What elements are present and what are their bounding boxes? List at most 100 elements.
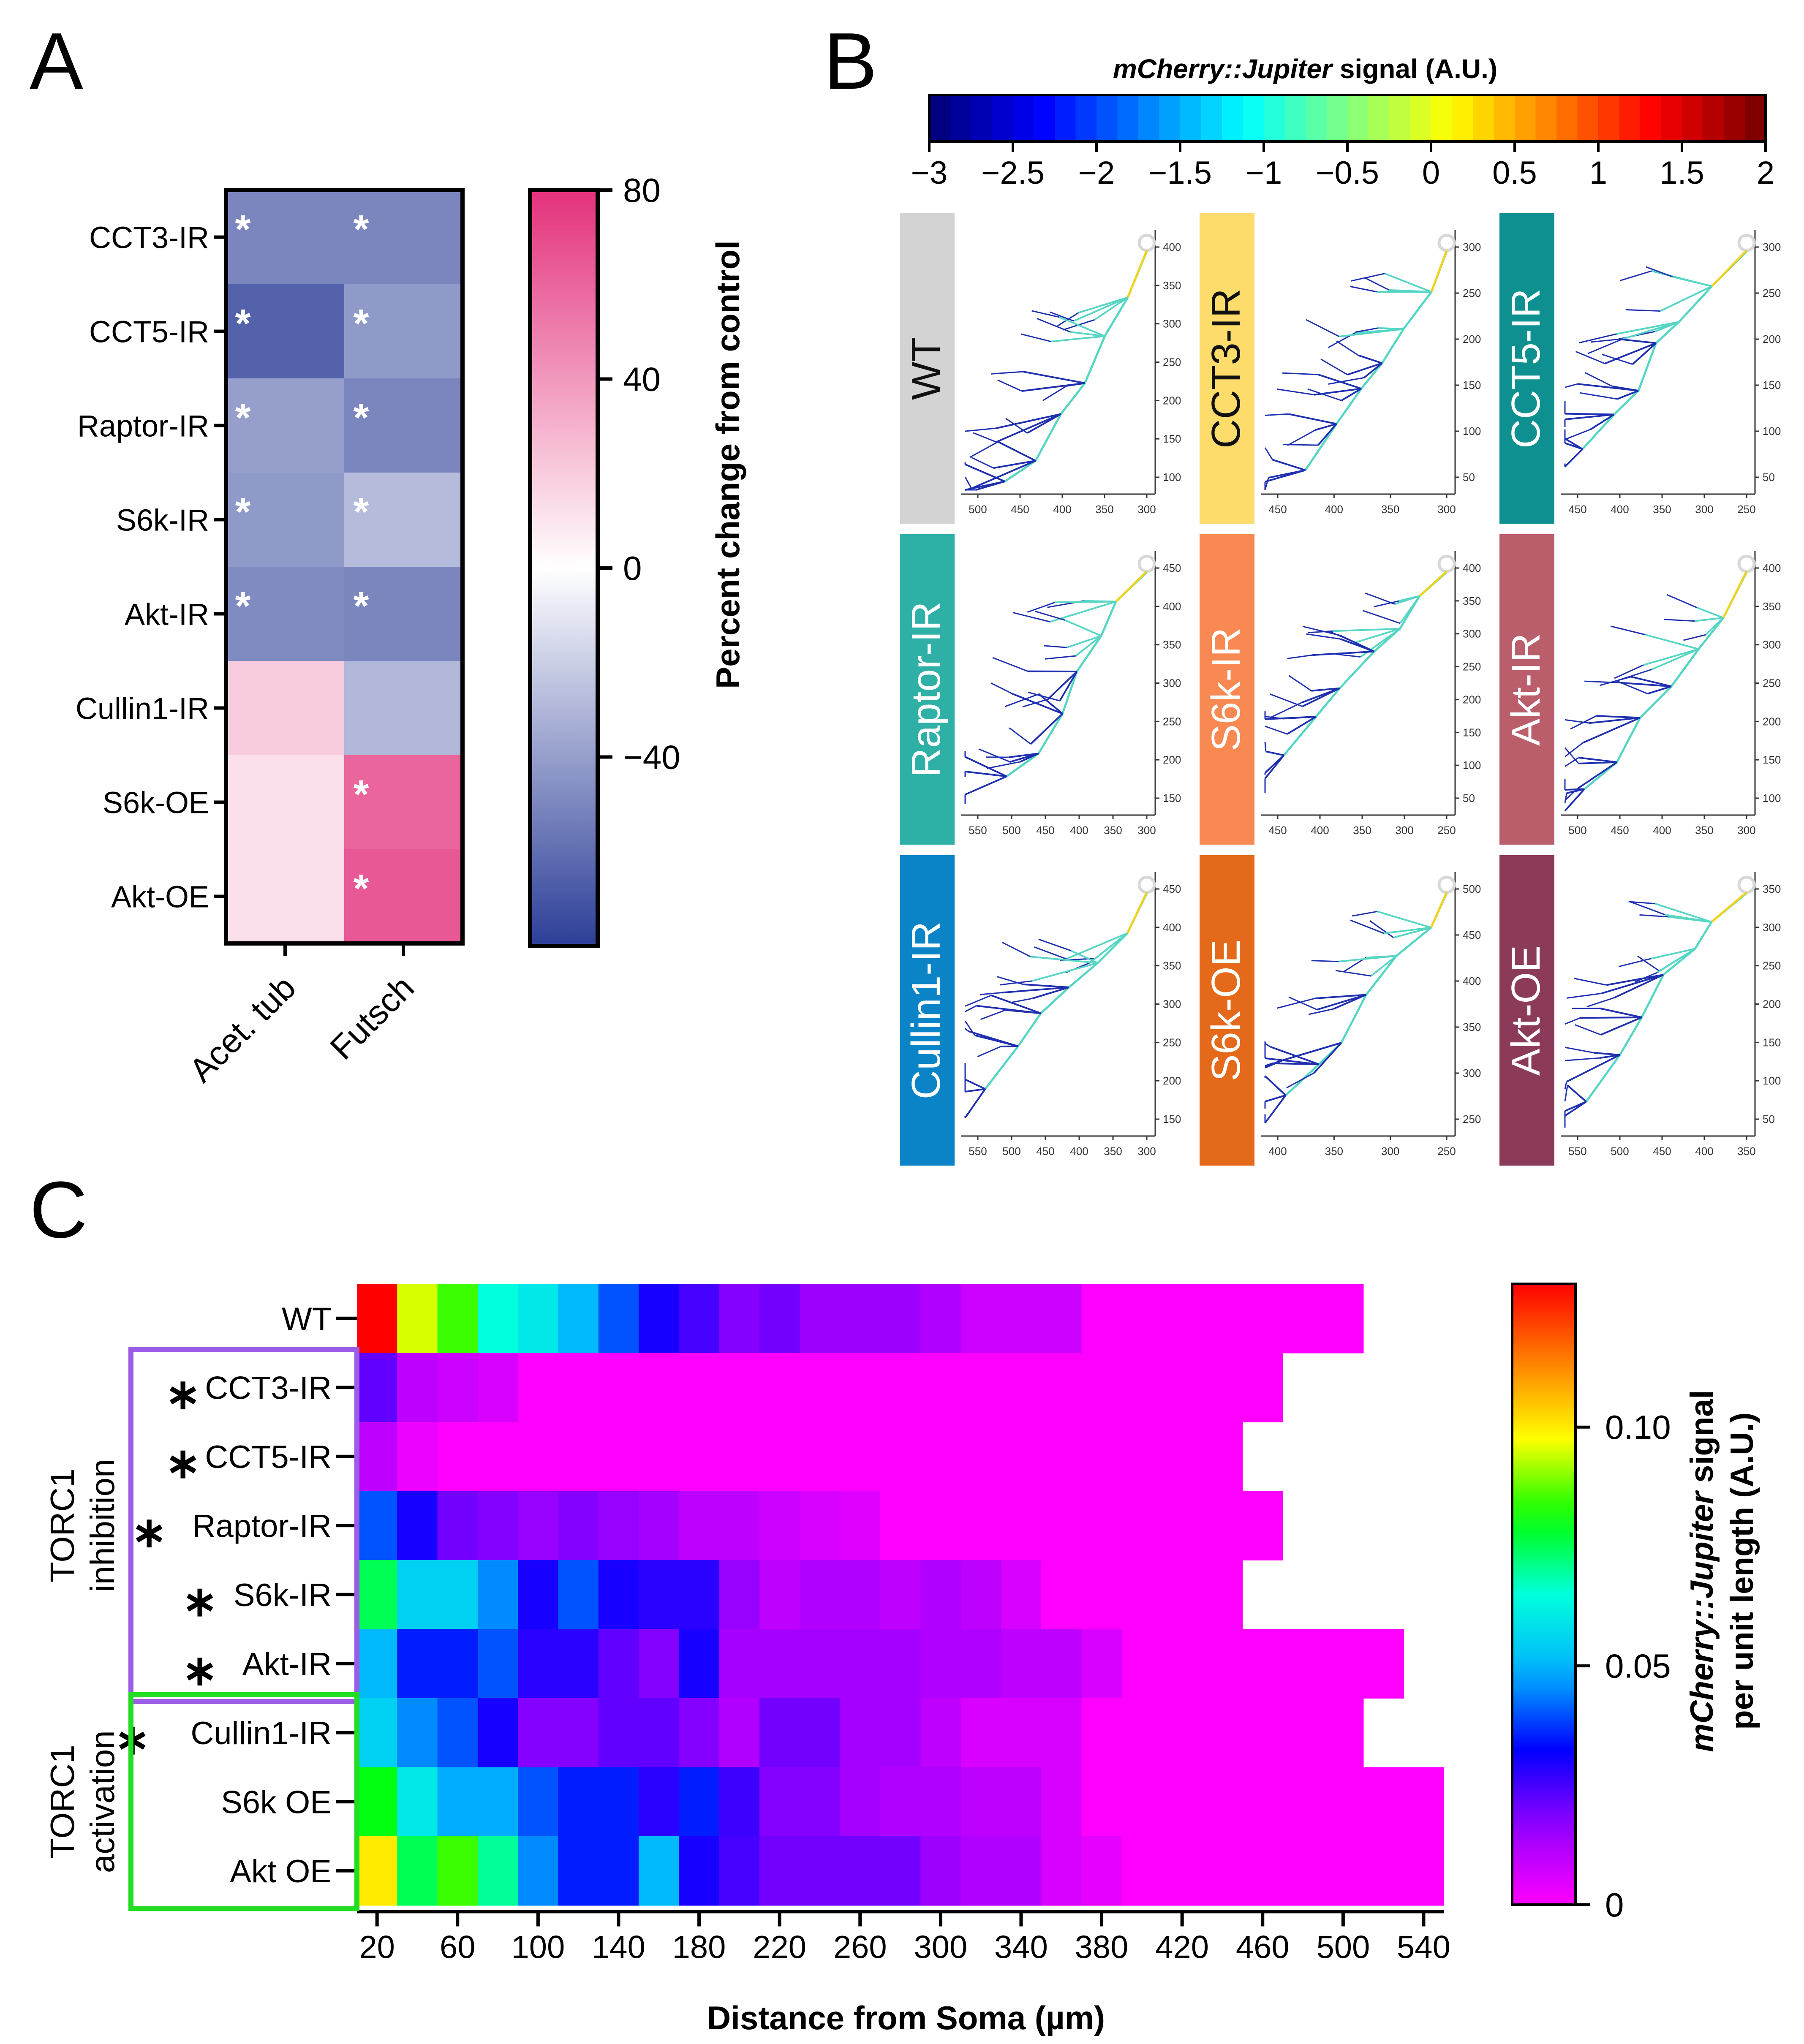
panel-c-heatmap: WTCCT3-IR∗CCT5-IR∗Raptor-IR∗S6k-IR∗Akt-I… (44, 1283, 1760, 2036)
heatmap-cell (880, 1560, 921, 1630)
dendrite-branch (993, 460, 1036, 469)
tile-x-tick-label: 350 (1353, 824, 1371, 837)
heatmap-cell (226, 849, 345, 944)
dendrite-twig (1664, 619, 1695, 622)
row-label: WT (282, 1301, 332, 1337)
tile-y-tick-label: 250 (1763, 287, 1781, 299)
panel-b-title-italic: mCherry::Jupiter (1113, 54, 1333, 84)
row-label: CCT3-IR (89, 221, 209, 255)
tile-y-tick-label: 400 (1463, 975, 1481, 987)
colorbar-tick-label: −1 (1246, 155, 1282, 191)
dendrite-branch (1030, 956, 1098, 964)
heatmap-cell (1081, 1491, 1122, 1560)
tile-y-tick-label: 200 (1163, 1074, 1181, 1087)
tile-y-tick-label: 250 (1463, 287, 1481, 299)
tile-y-tick-label: 250 (1763, 959, 1781, 972)
tile-y-tick-label: 150 (1163, 792, 1181, 805)
colorbar-segment (1744, 95, 1766, 141)
row-label: S6k-OE (103, 786, 209, 820)
dendrite-twig (1565, 757, 1579, 767)
colorbar-tick-label: 0.5 (1492, 155, 1537, 191)
tile-y-tick-label: 400 (1463, 562, 1481, 574)
heatmap-cell (558, 1698, 599, 1768)
heatmap-cell (1041, 1698, 1082, 1768)
heatmap-cell (437, 1353, 478, 1422)
significance-star: * (354, 584, 369, 628)
tile-x-tick-label: 400 (1695, 1145, 1713, 1158)
group-label-line1: TORC1 (44, 1468, 81, 1582)
tile-x-tick-label: 450 (1268, 503, 1287, 516)
heatmap-cell (1081, 1353, 1122, 1422)
dendrite-branch (1599, 1054, 1620, 1059)
dendrite-twig (999, 980, 1032, 986)
dendrite-branch (1020, 753, 1039, 763)
dendrite-twig (1587, 338, 1623, 354)
heatmap-cell (840, 1491, 881, 1560)
heatmap-cell (800, 1629, 841, 1699)
dendrite-twig (971, 457, 994, 469)
colorbar-segment (1682, 95, 1703, 141)
heatmap-cell (518, 1836, 559, 1906)
dendrite-branch (1265, 1094, 1286, 1103)
heatmap-cell (477, 1698, 519, 1768)
heatmap-cell (1041, 1422, 1082, 1492)
heatmap-cell (477, 1491, 519, 1560)
heatmap-cell (477, 1353, 519, 1422)
panel-b-colorbar: −3 −2.5 −2 −1.5 −1 −0.5 0 0.5 1 1.5 2 (911, 94, 1774, 191)
tile-x-tick-label: 450 (1568, 503, 1586, 516)
colorbar-tick-label: −2.5 (981, 155, 1045, 191)
soma-marker (1137, 875, 1156, 894)
dendrite-branch (1009, 753, 1039, 758)
dendrite-twig (991, 371, 1023, 375)
dendrite-twig (1045, 655, 1076, 660)
dendrite-twig (1599, 676, 1632, 686)
heatmap-cell (344, 567, 463, 661)
dendrite-branch (1073, 296, 1128, 322)
tile-y-tick-label: 300 (1763, 241, 1781, 253)
dendrite-twig (973, 432, 997, 443)
colorbar-tick-label: −2 (1078, 155, 1115, 191)
tile-x-tick-label: 500 (1611, 1145, 1629, 1158)
heatmap-cell (226, 284, 345, 379)
tile-y-tick-label: 150 (1163, 432, 1181, 445)
dendrite-branch (1070, 950, 1098, 964)
heatmap-cell (961, 1422, 1001, 1492)
heatmap-cell (344, 755, 463, 850)
dendrite-twig (1009, 727, 1031, 745)
heatmap-cell (397, 1284, 438, 1354)
tile-y-tick-label: 350 (1163, 279, 1181, 292)
dendrite-branch (1604, 342, 1657, 364)
heatmap-cell (1282, 1767, 1324, 1837)
dendrite-branch (1339, 328, 1404, 337)
heatmap-cell (880, 1629, 921, 1699)
heatmap-cell (1041, 1560, 1082, 1630)
heatmap-cell (920, 1629, 961, 1699)
tile-y-tick-label: 250 (1463, 660, 1481, 673)
dendrite-branch (1312, 650, 1374, 656)
significance-star: * (354, 489, 369, 534)
colorbar-segment (1243, 95, 1264, 141)
dendrite-branch (1315, 423, 1337, 431)
heatmap-cell (920, 1560, 961, 1630)
dendrite-branch (1005, 1009, 1041, 1014)
tile-y-tick-label: 450 (1163, 562, 1181, 574)
heatmap-cell (679, 1422, 720, 1492)
heatmap-cell (719, 1698, 760, 1768)
heatmap-cell (397, 1698, 438, 1768)
heatmap-cell (226, 473, 345, 567)
dendrite-twig (1288, 675, 1312, 692)
dendrite-branch (1066, 932, 1128, 960)
heatmap-cell (1202, 1836, 1243, 1906)
dendrite-twig (1615, 680, 1648, 695)
dendrite-twig (1602, 353, 1633, 365)
tile-x-tick-label: 500 (969, 503, 987, 516)
panel-label-a: A (30, 16, 83, 106)
heatmap-cell (840, 1422, 881, 1492)
colorbar-segment (1703, 95, 1724, 141)
dendrite-twig (964, 476, 972, 489)
dendrite-branch (1599, 1007, 1642, 1018)
heatmap-cell (1121, 1284, 1162, 1354)
heatmap-cell (598, 1629, 639, 1699)
significance-star: * (354, 207, 369, 252)
